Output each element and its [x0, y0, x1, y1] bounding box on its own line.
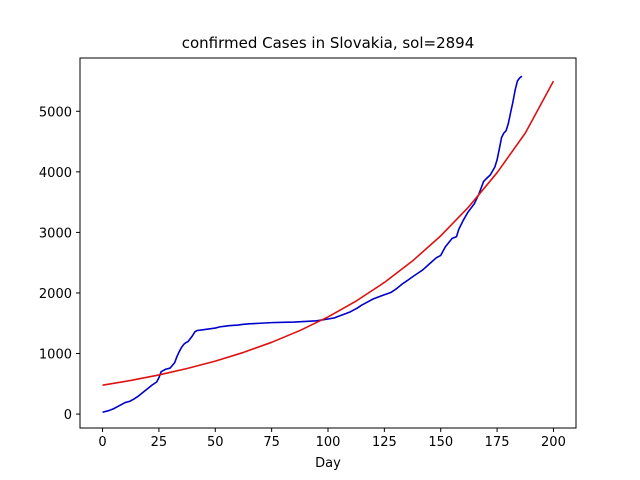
series-line-confirmed	[102, 75, 523, 414]
chart-title: confirmed Cases in Slovakia, sol=2894	[182, 34, 475, 52]
x-tick-label: 150	[428, 435, 453, 450]
x-tick-label: 200	[541, 435, 566, 450]
x-tick-label: 125	[372, 435, 397, 450]
x-tick-label: 25	[151, 435, 168, 450]
y-tick-label: 3000	[39, 226, 72, 241]
x-tick-label: 175	[485, 435, 510, 450]
y-axis-ticks: 0 1000 2000 3000 4000 5000	[39, 105, 80, 423]
x-axis-ticks: 0 25 50 75 100 125 150 175 200	[98, 428, 566, 450]
y-tick-label: 0	[64, 408, 72, 423]
x-tick-label: 50	[207, 435, 224, 450]
series-line-fit	[102, 80, 555, 386]
x-tick-label: 100	[316, 435, 341, 450]
series-layer	[102, 75, 555, 414]
y-tick-label: 4000	[39, 166, 72, 181]
y-tick-label: 5000	[39, 105, 72, 120]
y-tick-label: 2000	[39, 287, 72, 302]
x-tick-label: 0	[98, 435, 106, 450]
x-axis-label: Day	[315, 456, 341, 471]
x-tick-label: 75	[263, 435, 280, 450]
y-tick-label: 1000	[39, 348, 72, 363]
